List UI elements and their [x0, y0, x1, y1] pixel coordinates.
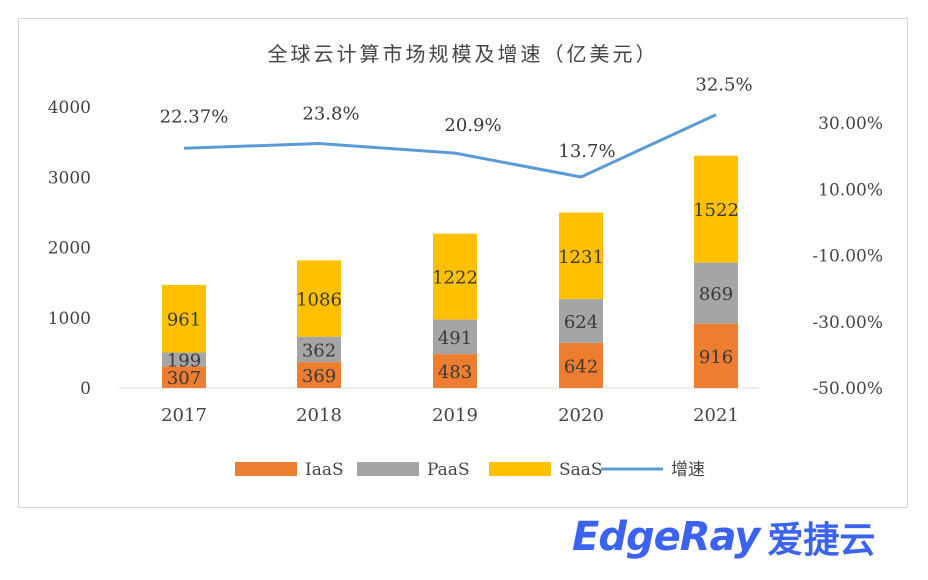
- data-label-iaas-2020: 642: [564, 356, 598, 377]
- legend-label: PaaS: [427, 460, 470, 480]
- data-label-saas-2019: 1222: [432, 268, 478, 289]
- growth-label: 13.7%: [558, 141, 615, 162]
- data-label-paas-2018: 362: [302, 340, 336, 361]
- bar-saas-2017: [162, 284, 206, 353]
- left-tick-label: 3000: [48, 168, 91, 188]
- data-label-saas-2021: 1522: [693, 200, 739, 221]
- growth-label: 22.37%: [160, 106, 229, 127]
- growth-line: 22.37% 23.8% 20.9% 13.7% 32.5%: [160, 75, 753, 179]
- right-tick-label: -50.00%: [812, 379, 883, 399]
- bar-paas-2021: [694, 262, 738, 324]
- data-label-iaas-2021: 916: [699, 347, 733, 368]
- chart-title: 全球云计算市场规模及增速（亿美元）: [268, 42, 659, 66]
- left-tick-label: 1000: [48, 309, 91, 329]
- chart-svg: 全球云计算市场规模及增速（亿美元） 0 1000 2000 3000 4000 -50.…: [48, 42, 883, 480]
- data-label-saas-2018: 1086: [296, 290, 342, 311]
- data-label-saas-2017: 961: [167, 310, 201, 331]
- right-tick-label: -10.00%: [812, 247, 883, 267]
- bar-iaas-2021: [694, 323, 738, 388]
- bar-paas-2019: [433, 319, 477, 355]
- x-tick-label: 2017: [161, 405, 207, 426]
- right-tick-label: 30.00%: [818, 114, 883, 134]
- legend-swatch-iaas: [235, 462, 297, 476]
- legend: IaaS PaaS SaaS 增速: [235, 460, 705, 480]
- data-label-saas-2020: 1231: [558, 247, 604, 268]
- bar-saas-2020: [559, 212, 603, 300]
- legend-label: SaaS: [559, 460, 603, 480]
- bar-iaas-2017: [162, 366, 206, 388]
- bar-paas-2017: [162, 352, 206, 367]
- right-tick-label: 10.00%: [818, 180, 883, 200]
- bar-iaas-2019: [433, 354, 477, 388]
- left-tick-label: 2000: [48, 239, 91, 259]
- data-label-paas-2017: 199: [167, 350, 201, 371]
- bar-iaas-2020: [559, 342, 603, 388]
- legend-label: 增速: [671, 460, 705, 480]
- watermark-cn: 爱捷云: [767, 520, 876, 561]
- data-label-paas-2021: 869: [699, 284, 733, 305]
- x-axis: 2017 2018 2019 2020 2021: [161, 405, 739, 426]
- x-tick-label: 2020: [558, 405, 604, 426]
- left-tick-label: 4000: [48, 98, 91, 118]
- bar-saas-2019: [433, 233, 477, 320]
- edgeray-watermark: EdgeRay 爱捷云: [572, 502, 912, 572]
- watermark-latin: EdgeRay: [572, 514, 760, 560]
- data-label-iaas-2019: 483: [438, 362, 472, 383]
- legend-swatch-paas: [357, 462, 419, 476]
- data-label-iaas-2018: 369: [302, 366, 336, 387]
- legend-swatch-saas: [489, 462, 551, 476]
- growth-series-line: [183, 113, 717, 179]
- data-label-iaas-2017: 307: [167, 368, 201, 389]
- x-tick-label: 2019: [432, 405, 478, 426]
- bar-saas-2021: [694, 155, 738, 263]
- x-tick-label: 2021: [693, 405, 739, 426]
- chart-frame: 全球云计算市场规模及增速（亿美元） 0 1000 2000 3000 4000 -50.…: [18, 18, 908, 508]
- data-label-paas-2020: 624: [564, 312, 598, 333]
- bar-saas-2018: [297, 260, 341, 337]
- left-tick-label: 0: [80, 379, 91, 399]
- x-tick-label: 2018: [296, 405, 342, 426]
- bar-paas-2020: [559, 299, 603, 343]
- right-tick-label: -30.00%: [812, 313, 883, 333]
- growth-label: 23.8%: [302, 104, 359, 125]
- left-axis: 0 1000 2000 3000 4000: [48, 98, 91, 399]
- bar-iaas-2018: [297, 362, 341, 388]
- bar-paas-2018: [297, 336, 341, 363]
- growth-label: 32.5%: [695, 75, 752, 96]
- right-axis: -50.00% -30.00% -10.00% 10.00% 30.00%: [812, 114, 883, 399]
- data-label-paas-2019: 491: [438, 328, 472, 349]
- growth-label: 20.9%: [444, 115, 501, 136]
- legend-label: IaaS: [305, 460, 344, 480]
